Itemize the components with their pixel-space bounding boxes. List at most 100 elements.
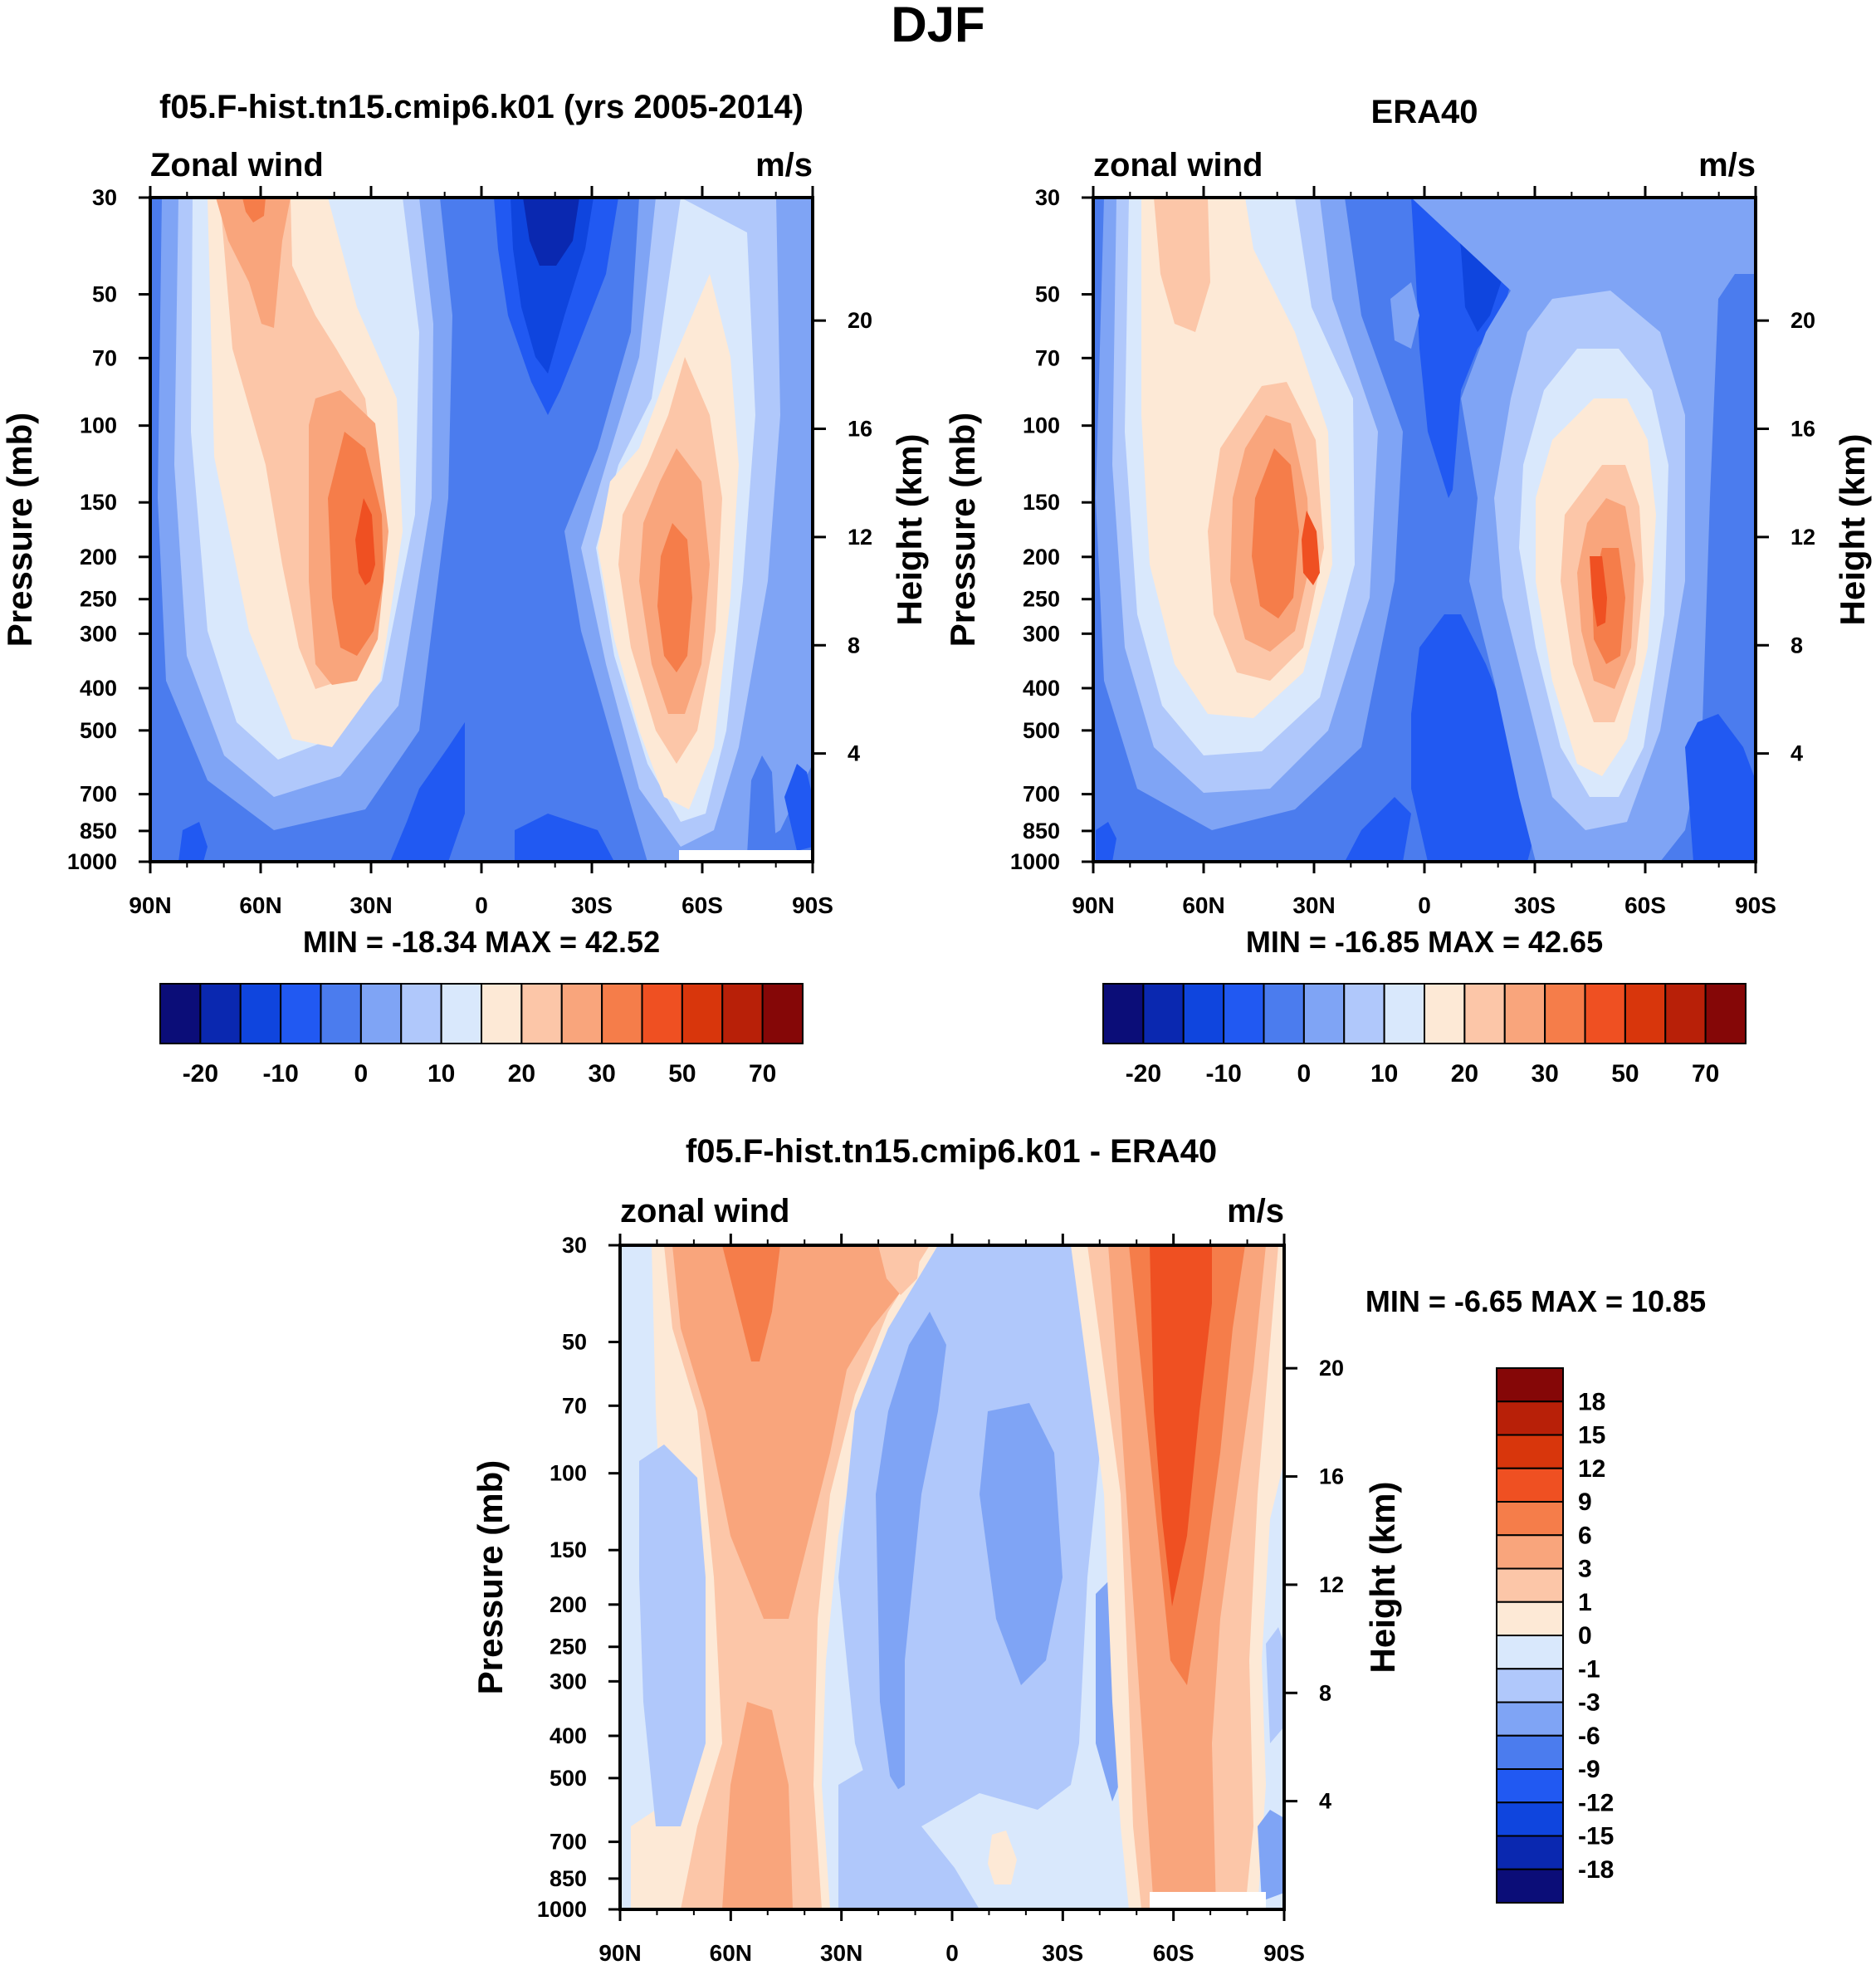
panel-title: f05.F-hist.tn15.cmip6.k01 (yrs 2005-2014…	[159, 89, 804, 125]
x-tick-label: 90N	[1072, 892, 1114, 918]
contour-level	[722, 1245, 780, 1361]
colorbar-swatch	[1704, 983, 1747, 1044]
colorbar-label: 50	[1611, 1060, 1639, 1088]
colorbar-swatch	[1263, 983, 1305, 1044]
y-tick-label: 70	[1035, 345, 1060, 370]
colorbar: -20 -10 0 10 20 30 50 70	[1102, 983, 1747, 1088]
colorbar-label: 30	[1531, 1060, 1558, 1088]
x-tick-label: 30N	[1292, 892, 1335, 918]
panel-observation: ERA40 zonal wind m/s	[943, 94, 1872, 1088]
axis-ticks: 90N 60N 30N 0 30S 60S 90S 30 50 70 100 150 200 250 300…	[537, 1233, 1344, 1965]
contour-plot	[1093, 198, 1756, 862]
panel-title: f05.F-hist.tn15.cmip6.k01 - ERA40	[686, 1133, 1217, 1170]
y-tick-label: 850	[550, 1866, 587, 1891]
colorbar-swatch	[520, 983, 563, 1044]
x-tick-label: 60S	[682, 892, 723, 918]
colorbar-swatch	[1343, 983, 1385, 1044]
y2-tick-label: 8	[1319, 1680, 1331, 1705]
y-tick-label: 1000	[1010, 849, 1060, 874]
colorbar-label: 20	[508, 1060, 535, 1088]
panel-difference: f05.F-hist.tn15.cmip6.k01 - ERA40 zonal …	[471, 1133, 1706, 1965]
y2-tick-label: 16	[848, 417, 872, 442]
y2-tick-label: 12	[1319, 1572, 1344, 1597]
y2-axis-title: Height (km)	[1833, 434, 1872, 626]
panel-left-label: zonal wind	[620, 1193, 789, 1229]
x-tick-label: 60S	[1153, 1940, 1194, 1965]
colorbar-label: -10	[262, 1060, 298, 1088]
contour-level	[1390, 282, 1419, 349]
contour-level	[1411, 614, 1536, 862]
colorbar-swatch	[1182, 983, 1225, 1044]
colorbar-swatch	[1496, 1868, 1564, 1904]
colorbar-label: 10	[1370, 1060, 1398, 1088]
min-max-label: MIN = -16.85 MAX = 42.65	[1246, 925, 1603, 959]
y-tick-label: 100	[550, 1461, 587, 1486]
contour-level	[784, 764, 813, 851]
y2-tick-label: 8	[1791, 633, 1803, 657]
x-tick-label: 30N	[820, 1940, 862, 1965]
y-tick-label: 200	[80, 545, 117, 569]
colorbar-vertical: 18 15 12 9 6 3 1 0 -1 -3 -6 -9 -12 -15 -18	[1496, 1367, 1614, 1904]
y-tick-label: 200	[550, 1592, 587, 1617]
y-tick-label: 50	[92, 282, 117, 307]
y2-tick-label: 20	[848, 308, 872, 333]
contour-level	[1345, 797, 1411, 862]
y2-tick-label: 16	[1319, 1464, 1344, 1489]
contour-level	[988, 1831, 1017, 1884]
contour-level	[178, 822, 208, 862]
colorbar-label: 9	[1578, 1488, 1592, 1516]
y2-tick-label: 12	[848, 525, 872, 550]
y-tick-label: 500	[80, 718, 117, 743]
colorbar-swatch	[1496, 1400, 1564, 1436]
y2-tick-label: 4	[1791, 741, 1803, 766]
colorbar-label: 0	[1297, 1060, 1312, 1088]
contour-level	[980, 1403, 1063, 1685]
colorbar-label: 0	[354, 1060, 369, 1088]
panel-units-label: m/s	[1227, 1193, 1284, 1229]
colorbar-swatch	[239, 983, 282, 1044]
x-tick-label: 90S	[792, 892, 833, 918]
colorbar-swatch	[721, 983, 764, 1044]
colorbar-label: 0	[1578, 1622, 1592, 1650]
missing-data-patch	[1150, 1892, 1266, 1909]
y-tick-label: 700	[80, 782, 117, 807]
contour-level	[639, 1444, 706, 1826]
x-tick-label: 90N	[129, 892, 171, 918]
x-tick-label: 0	[945, 1940, 959, 1965]
colorbar-swatch	[1223, 983, 1265, 1044]
panel-title: ERA40	[1371, 94, 1478, 130]
y-tick-label: 850	[1023, 819, 1060, 843]
colorbar-swatch	[1102, 983, 1145, 1044]
panel-units-label: m/s	[1698, 147, 1756, 183]
colorbar-label: -20	[1126, 1060, 1161, 1088]
colorbar-swatch	[1496, 1801, 1564, 1837]
colorbar-swatch	[359, 983, 403, 1044]
y2-tick-label: 20	[1319, 1356, 1344, 1381]
contour-level	[216, 198, 291, 328]
contour-level	[1096, 822, 1116, 862]
colorbar-label: 20	[1451, 1060, 1478, 1088]
colorbar-label: -12	[1578, 1789, 1614, 1816]
colorbar-swatch	[1496, 1534, 1564, 1570]
colorbar-swatch	[1496, 1367, 1564, 1403]
y-tick-label: 70	[562, 1393, 587, 1418]
y-tick-label: 700	[1023, 782, 1060, 807]
contour-level	[1590, 556, 1607, 627]
axis-ticks: 90N 60N 30N 0 30S 60S 90S 30 50 70 100 150 200 250 300…	[67, 185, 872, 918]
contour-level	[876, 1312, 946, 1793]
y-axis-title: Pressure (mb)	[943, 413, 982, 647]
colorbar-label: -10	[1205, 1060, 1241, 1088]
colorbar-swatch	[1584, 983, 1626, 1044]
y-tick-label: 100	[1023, 413, 1060, 438]
colorbar-swatch	[1302, 983, 1346, 1044]
y-tick-label: 70	[92, 345, 117, 370]
min-max-label: MIN = -18.34 MAX = 42.52	[303, 925, 660, 959]
y-axis-title: Pressure (mb)	[0, 413, 39, 647]
colorbar-swatch	[1424, 983, 1466, 1044]
contour-level	[722, 1702, 793, 1909]
x-tick-label: 0	[1418, 892, 1431, 918]
x-tick-label: 90S	[1735, 892, 1776, 918]
colorbar-label: 15	[1578, 1422, 1605, 1449]
colorbar-label: 10	[427, 1060, 455, 1088]
x-tick-label: 60N	[710, 1940, 752, 1965]
